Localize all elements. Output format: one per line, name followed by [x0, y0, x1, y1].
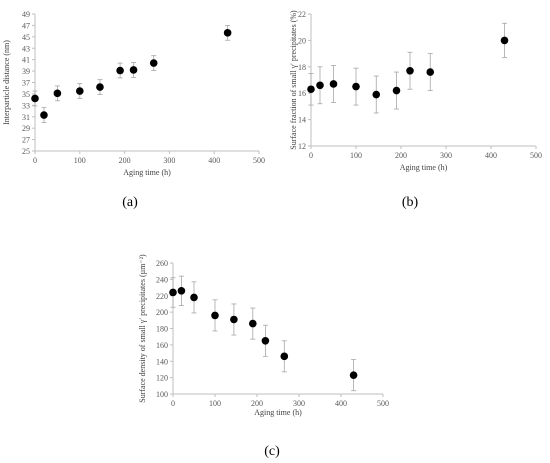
- x-tick-label: 400: [335, 399, 347, 408]
- x-tick-label: 500: [530, 151, 542, 160]
- data-point: [169, 288, 177, 297]
- y-tick-label: 160: [156, 341, 168, 350]
- y-tick-label: 260: [156, 259, 168, 268]
- data-point: [261, 336, 270, 345]
- data-point: [426, 68, 435, 76]
- data-point: [329, 80, 338, 88]
- y-tick-label: 12: [298, 142, 306, 151]
- y-tick-label: 22: [298, 10, 306, 19]
- data-point: [40, 111, 48, 119]
- y-tick-label: 41: [22, 56, 30, 65]
- y-tick-label: 14: [298, 116, 306, 125]
- data-point: [116, 66, 124, 75]
- y-tick-label: 49: [22, 10, 30, 19]
- data-point: [149, 59, 158, 67]
- chart-panel-b: 0 100 200 300 400 500 12 14 16 18 20 22 Aging time (…: [289, 10, 542, 210]
- x-axis-title: Aging time (h): [123, 168, 171, 177]
- y-axis-title: Interparticle distance (nm): [2, 40, 11, 125]
- y-tick-label: 37: [22, 79, 30, 88]
- y-tick-label: 180: [156, 325, 168, 334]
- y-tick-label: 29: [22, 124, 30, 133]
- x-axis-title: Aging time (h): [254, 408, 302, 417]
- x-tick-label: 300: [293, 399, 305, 408]
- data-point: [249, 319, 257, 328]
- y-tick-label: 100: [156, 390, 168, 399]
- data-point: [177, 287, 186, 295]
- x-tick-label: 500: [377, 399, 389, 408]
- data-point: [352, 82, 360, 91]
- y-tick-label: 33: [22, 101, 30, 110]
- data-point: [96, 83, 104, 91]
- x-tick-label: 300: [440, 151, 452, 160]
- data-point: [211, 311, 219, 320]
- data-point: [406, 66, 414, 75]
- x-tick-label: 200: [119, 156, 131, 165]
- data-point: [392, 86, 401, 95]
- x-tick-label: 200: [251, 399, 263, 408]
- panel-label: (c): [264, 444, 280, 459]
- x-tick-label: 0: [33, 156, 37, 165]
- data-point: [230, 315, 238, 324]
- x-tick-label: 100: [209, 399, 221, 408]
- data-point: [31, 94, 39, 103]
- y-tick-label: 43: [22, 44, 30, 53]
- y-tick-label: 47: [22, 21, 30, 30]
- data-point: [316, 81, 324, 90]
- data-point: [349, 371, 358, 379]
- x-tick-label: 100: [74, 156, 86, 165]
- y-tick-label: 140: [156, 357, 168, 366]
- y-tick-label: 25: [22, 147, 30, 156]
- x-tick-label: 200: [395, 151, 407, 160]
- y-tick-label: 240: [156, 275, 168, 284]
- x-tick-label: 300: [163, 156, 175, 165]
- data-point: [129, 66, 138, 74]
- y-tick-label: 220: [156, 292, 168, 301]
- data-point: [190, 293, 198, 302]
- data-point: [307, 85, 315, 94]
- data-point: [372, 90, 381, 99]
- y-tick-label: 39: [22, 67, 30, 76]
- chart-panel-a: 0 100 200 300 400 500 25 27 29 31 33 35 37 39 41 43 45 47…: [2, 10, 265, 210]
- x-tick-label: 400: [208, 156, 220, 165]
- x-tick-label: 400: [485, 151, 497, 160]
- data-point: [223, 29, 232, 37]
- data-point: [280, 352, 289, 361]
- y-tick-label: 18: [298, 63, 306, 72]
- x-tick-label: 0: [309, 151, 313, 160]
- data-point: [76, 87, 84, 95]
- x-tick-label: 0: [171, 399, 175, 408]
- y-tick-label: 16: [298, 89, 306, 98]
- y-tick-label: 31: [22, 113, 30, 122]
- y-tick-label: 200: [156, 308, 168, 317]
- y-tick-label: 27: [22, 136, 30, 145]
- y-tick-label: 45: [22, 33, 30, 42]
- y-tick-label: 35: [22, 90, 30, 99]
- x-axis-title: Aging time (h): [400, 163, 448, 172]
- panel-label: (a): [122, 195, 138, 210]
- panel-label: (b): [402, 195, 419, 210]
- data-point: [53, 89, 62, 98]
- chart-panel-c: 0 100 200 300 400 500100120140160180200220240…: [138, 254, 389, 459]
- y-axis-title: Surface fraction of small γ′ precipitate…: [289, 10, 298, 150]
- y-tick-label: 120: [156, 374, 168, 383]
- y-axis-title: Surface density of small γ′ precipitates…: [138, 254, 147, 403]
- x-tick-label: 100: [350, 151, 362, 160]
- data-point: [500, 36, 509, 45]
- x-tick-label: 500: [253, 156, 265, 165]
- y-tick-label: 20: [298, 36, 306, 45]
